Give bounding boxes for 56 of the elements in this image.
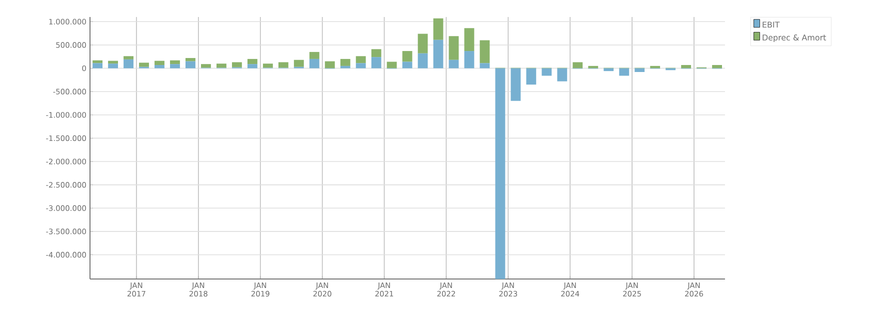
bar [712,65,722,68]
bar [356,56,366,64]
bar [650,66,660,68]
bar [572,62,583,68]
bar [340,66,350,68]
bar [154,65,164,68]
bar [309,58,320,68]
bar [448,60,459,68]
bar [186,61,196,68]
bar [402,51,412,62]
bar [433,40,444,68]
bar [386,62,397,68]
bar [294,60,304,67]
bar [186,58,196,62]
bar [480,63,490,68]
bar [92,63,102,68]
bar [371,57,382,68]
bar [324,61,335,68]
bar [418,53,428,68]
bar [542,68,552,76]
bar [154,60,164,66]
bar [124,59,134,68]
bar [262,64,273,68]
bar [495,68,506,279]
bar [247,58,258,64]
bar [464,51,474,68]
bar [170,64,180,68]
bar [619,68,630,76]
bar [371,49,382,58]
bar [526,68,536,85]
bar [108,60,118,64]
bar [464,28,474,52]
bar [201,64,211,68]
bar [216,64,226,68]
bar [510,68,521,101]
bar [278,62,288,68]
bar [309,52,320,59]
bar [588,66,598,68]
bar [448,36,459,60]
bar [634,68,645,72]
bar [433,18,444,40]
bar [108,64,118,68]
bar [557,68,568,82]
bar [604,68,614,72]
bar [139,62,149,67]
bar [356,63,366,68]
bar [247,64,258,68]
bar [480,40,490,64]
bar [170,60,180,64]
bar [402,62,412,68]
bar [340,58,350,66]
bar [92,60,102,64]
bar [232,62,242,68]
bar [124,56,134,60]
bar [681,65,692,68]
bar [418,34,428,54]
